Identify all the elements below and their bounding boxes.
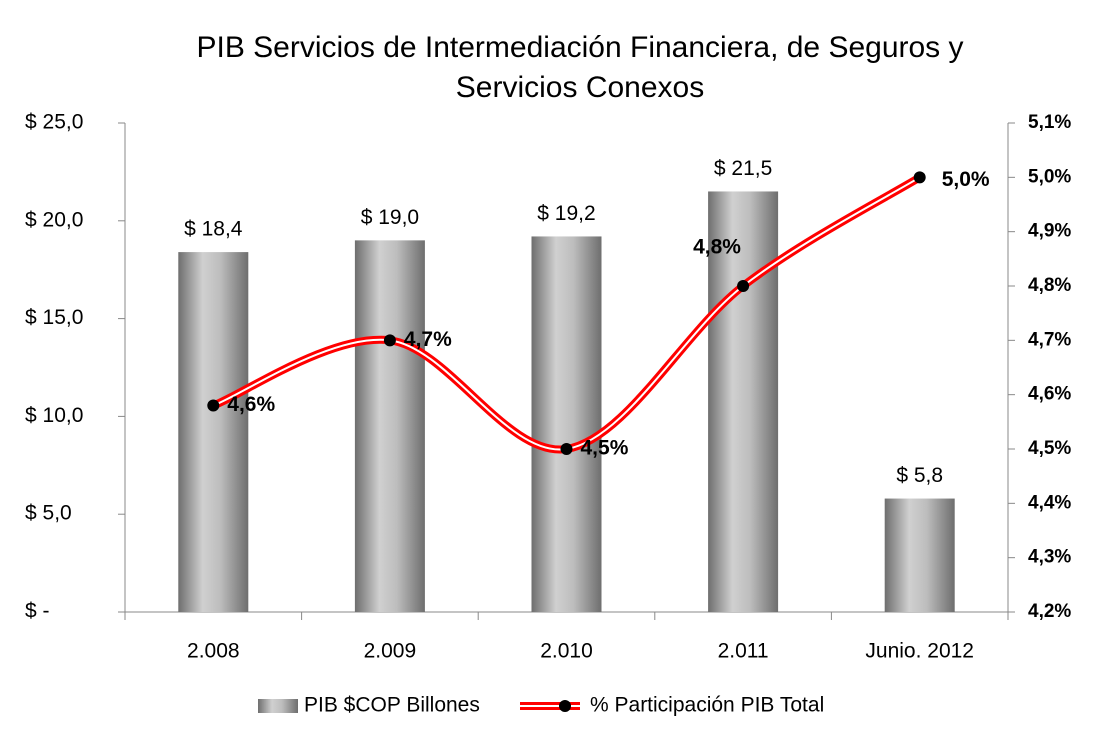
y-tick-label: $ 20,0 — [25, 208, 83, 231]
line-value-label: 4,7% — [404, 328, 452, 351]
bar-value-label: $ 19,2 — [537, 202, 595, 225]
bar — [884, 498, 955, 612]
y2-tick-label: 4,3% — [1028, 547, 1071, 568]
y2-tick-label: 4,8% — [1028, 275, 1071, 296]
legend-label: PIB $COP Billones — [304, 694, 480, 717]
line-value-label: 4,8% — [693, 236, 741, 259]
line-value-label: 4,5% — [581, 437, 629, 460]
y-tick-label: $ 15,0 — [25, 306, 83, 329]
line-value-label: 4,6% — [227, 393, 275, 416]
y2-tick-label: 4,9% — [1028, 221, 1071, 242]
line-marker — [737, 280, 750, 292]
y-tick-label: $ 10,0 — [25, 404, 83, 427]
y-tick-label: $ - — [25, 600, 50, 623]
bar-value-label: $ 18,4 — [184, 218, 243, 241]
bar-value-label: $ 19,0 — [361, 206, 419, 229]
y2-tick-label: 4,4% — [1028, 492, 1071, 513]
y2-tick-label: 4,2% — [1028, 601, 1071, 622]
legend-label: % Participación PIB Total — [590, 694, 824, 717]
bar — [531, 236, 602, 612]
x-tick-label: 2.011 — [718, 640, 769, 663]
x-tick-label: 2.010 — [540, 640, 593, 663]
x-tick-label: 2.008 — [187, 640, 240, 663]
line-value-label: 5,0% — [942, 168, 990, 191]
bar-value-label: $ 21,5 — [714, 157, 772, 180]
y2-tick-label: 4,6% — [1028, 384, 1071, 405]
bar — [708, 191, 779, 612]
y-tick-label: $ 5,0 — [25, 502, 72, 525]
line-marker — [207, 399, 220, 412]
y2-tick-label: 5,0% — [1028, 166, 1071, 187]
bar — [178, 252, 249, 612]
y-tick-label: $ 25,0 — [25, 111, 83, 134]
x-tick-label: Junio. 2012 — [865, 640, 974, 663]
y2-tick-label: 4,7% — [1028, 329, 1071, 350]
bar — [354, 240, 425, 613]
legend-marker — [559, 700, 571, 712]
y2-tick-label: 5,1% — [1028, 112, 1071, 133]
y2-tick-label: 4,5% — [1028, 438, 1071, 459]
chart-title: PIB Servicios de Intermediación Financie… — [196, 31, 964, 104]
line-marker — [560, 443, 573, 455]
bar-value-label: $ 5,8 — [896, 464, 943, 487]
line-marker — [383, 334, 396, 347]
line-marker — [913, 171, 926, 184]
x-tick-label: 2.009 — [364, 640, 417, 663]
legend-swatch — [258, 699, 298, 713]
